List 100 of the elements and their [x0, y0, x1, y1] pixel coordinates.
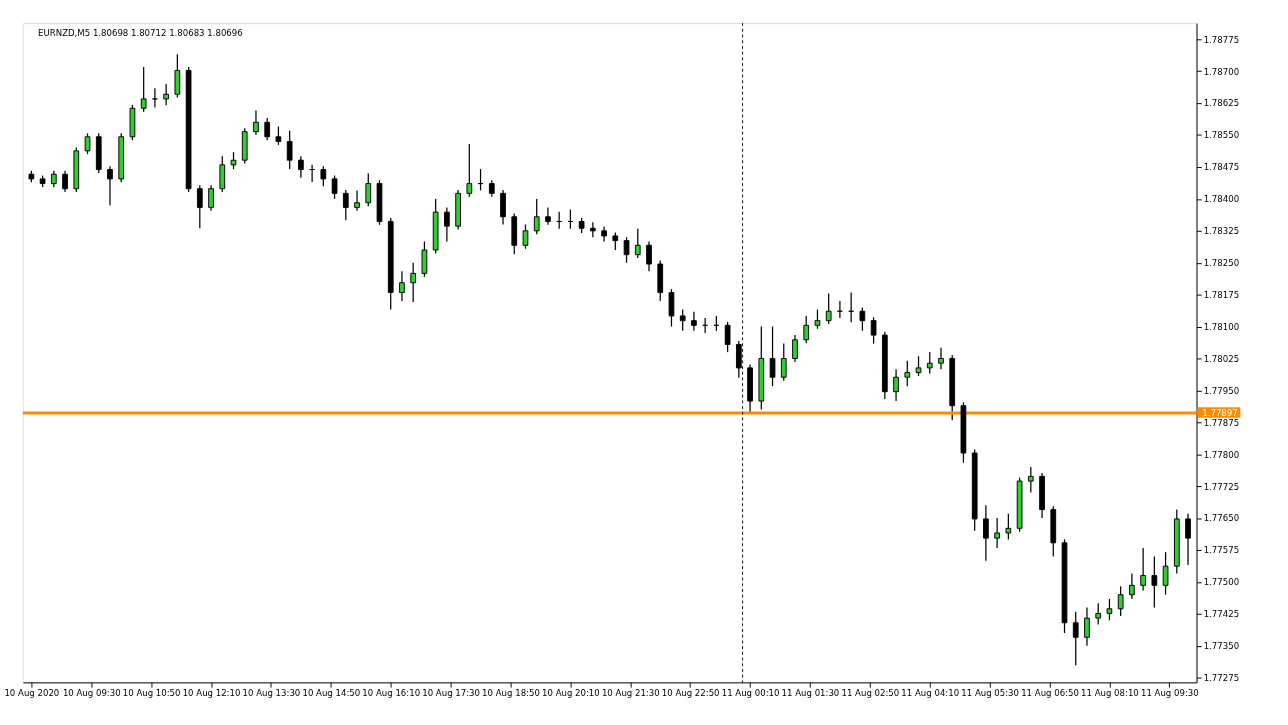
candlestick	[275, 125, 282, 146]
candlestick	[724, 321, 731, 353]
candlestick	[679, 308, 686, 332]
candlestick	[646, 240, 652, 272]
candlestick	[196, 184, 203, 229]
y-tick-label: 1.78475	[1203, 162, 1240, 173]
candlestick	[814, 308, 821, 330]
y-tick-label: 1.78175	[1203, 290, 1240, 300]
y-tick-label: 1.78625	[1203, 98, 1240, 109]
y-tick-label: 1.77875	[1203, 417, 1240, 428]
candlestick	[1117, 585, 1124, 617]
candlestick	[365, 172, 372, 207]
x-tick-label: 10 Aug 09:30	[62, 688, 121, 699]
candlestick	[938, 347, 944, 370]
candlestick	[286, 130, 293, 170]
candlestick	[634, 228, 641, 259]
y-tick-label: 1.77650	[1203, 513, 1240, 524]
x-tick-label: 11 Aug 01:30	[781, 688, 840, 699]
y-tick-label: 1.77350	[1203, 641, 1240, 652]
x-tick-label: 11 Aug 09:30	[1140, 688, 1199, 699]
candlestick	[1162, 551, 1169, 596]
candlestick	[668, 288, 675, 328]
candlestick	[590, 221, 596, 238]
candlestick	[466, 143, 473, 198]
candlestick	[623, 236, 630, 264]
candlestick	[219, 155, 226, 193]
candlestick	[62, 170, 68, 193]
candlestick	[163, 83, 169, 106]
x-tick-label: 10 Aug 2020	[4, 688, 60, 699]
x-tick-label: 11 Aug 06:50	[1021, 688, 1079, 699]
candlestick	[264, 117, 271, 141]
candlestick	[522, 223, 529, 250]
candlestick	[859, 307, 866, 332]
candlestick	[500, 189, 506, 226]
x-tick-label: 11 Aug 05:30	[961, 688, 1019, 699]
candlestick	[983, 504, 989, 562]
candlestick	[1027, 466, 1034, 494]
candlestick	[870, 316, 877, 345]
candlestick	[342, 189, 349, 221]
candlestick	[769, 325, 776, 387]
x-tick-label: 11 Aug 02:50	[841, 688, 900, 699]
y-tick-label: 1.78775	[1203, 34, 1240, 45]
x-tick-label: 10 Aug 20:10	[542, 688, 600, 699]
x-tick-label: 10 Aug 10:50	[122, 688, 181, 699]
y-tick-label: 1.78325	[1203, 226, 1240, 237]
candlestick	[1129, 572, 1135, 600]
candlestick	[174, 53, 181, 99]
candlestick	[253, 109, 259, 136]
candlestick	[904, 360, 911, 387]
candlestick	[107, 165, 113, 206]
x-tick-label: 10 Aug 22:50	[661, 688, 720, 699]
x-tick-label: 10 Aug 14:50	[302, 688, 361, 699]
y-tick-label: 1.78025	[1203, 353, 1240, 364]
y-tick-label: 1.77725	[1203, 481, 1240, 492]
x-tick-label: 10 Aug 13:30	[242, 688, 301, 699]
candlestick	[421, 240, 428, 278]
x-tick-label: 10 Aug 21:30	[601, 688, 660, 699]
candlestick	[1185, 513, 1191, 566]
y-tick-label: 1.77275	[1203, 673, 1240, 684]
x-tick-label: 11 Aug 04:10	[901, 688, 960, 699]
candlestick	[926, 351, 933, 375]
y-tick-label: 1.78550	[1203, 130, 1240, 141]
candlestick	[1140, 547, 1146, 592]
y-tick-label: 1.78400	[1203, 194, 1240, 205]
candlestick	[780, 342, 787, 382]
chart-title: EURNZD,M5 1.80698 1.80712 1.80683 1.80696	[38, 27, 243, 38]
x-tick-label: 10 Aug 17:30	[422, 688, 480, 699]
candlestick	[208, 184, 214, 212]
y-tick-label: 1.78100	[1203, 321, 1240, 332]
candlestick	[533, 198, 540, 235]
candlestick	[140, 66, 147, 113]
candlestick	[825, 292, 832, 325]
candlestick	[1072, 611, 1079, 666]
candlestick	[410, 262, 417, 303]
candlestick	[1106, 598, 1113, 621]
x-tick-label: 11 Aug 00:10	[721, 688, 780, 699]
ref-line-label: 1.77897	[1202, 407, 1238, 418]
y-tick-label: 1.77425	[1203, 609, 1240, 620]
x-tick-label: 10 Aug 18:50	[482, 688, 540, 699]
candlestick	[893, 368, 899, 402]
y-tick-label: 1.77800	[1203, 449, 1240, 460]
candlestick	[1095, 602, 1102, 626]
y-tick-label: 1.77950	[1203, 385, 1240, 396]
candlestick	[320, 165, 327, 187]
candlestick	[1151, 555, 1158, 609]
candlestick	[545, 206, 551, 226]
x-tick-label: 11 Aug 08:10	[1081, 688, 1139, 699]
candlestick	[994, 517, 1000, 549]
x-tick-label: 10 Aug 16:10	[362, 688, 421, 699]
candlestick	[444, 206, 450, 243]
candlestick	[803, 315, 810, 344]
candlestick	[691, 311, 697, 332]
candlestick	[1005, 513, 1012, 540]
y-tick-label: 1.78700	[1203, 66, 1240, 77]
candlestick	[915, 355, 922, 377]
x-tick-label: 10 Aug 12:10	[182, 688, 241, 699]
candlestick	[331, 174, 338, 200]
y-tick-label: 1.78250	[1203, 258, 1240, 269]
y-tick-label: 1.77500	[1203, 577, 1240, 588]
candlestick	[1084, 606, 1090, 647]
